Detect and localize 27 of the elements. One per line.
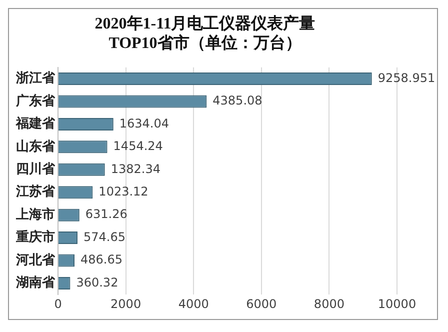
data-label: 1023.12 bbox=[98, 184, 148, 198]
x-tick-label: 0 bbox=[54, 296, 62, 311]
y-tick-label: 河北省 bbox=[15, 252, 56, 268]
y-tick-label: 重庆市 bbox=[15, 229, 55, 246]
y-tick-label: 四川省 bbox=[16, 162, 56, 178]
y-tick-label: 上海市 bbox=[15, 206, 55, 222]
data-label: 9258.951 bbox=[378, 70, 436, 85]
data-label: 631.26 bbox=[85, 207, 128, 222]
x-tick-label: 10000 bbox=[378, 296, 416, 311]
data-label: 574.65 bbox=[83, 230, 126, 244]
data-label: 4385.08 bbox=[212, 94, 262, 108]
y-tick-label: 江苏省 bbox=[15, 184, 56, 200]
chart-title: 2020年1-11月电工仪器仪表产量 TOP10省市（单位：万台） bbox=[94, 14, 316, 52]
x-tick-label: 6000 bbox=[246, 296, 277, 311]
x-tick-label: 2000 bbox=[110, 296, 142, 311]
data-label: 1634.04 bbox=[119, 116, 170, 130]
y-tick-label: 广东省 bbox=[15, 92, 56, 109]
data-label: 360.32 bbox=[76, 275, 118, 290]
y-tick-label: 湖南省 bbox=[15, 276, 56, 291]
data-label: 486.65 bbox=[80, 252, 122, 267]
y-tick-label: 山东省 bbox=[16, 138, 56, 154]
data-label: 1454.24 bbox=[113, 139, 163, 154]
data-label: 1382.34 bbox=[110, 162, 160, 176]
x-tick-label: 4000 bbox=[178, 296, 209, 311]
x-tick-label: 8000 bbox=[314, 296, 344, 311]
y-tick-label: 福建省 bbox=[15, 116, 56, 132]
y-tick-label: 浙江省 bbox=[15, 71, 56, 86]
